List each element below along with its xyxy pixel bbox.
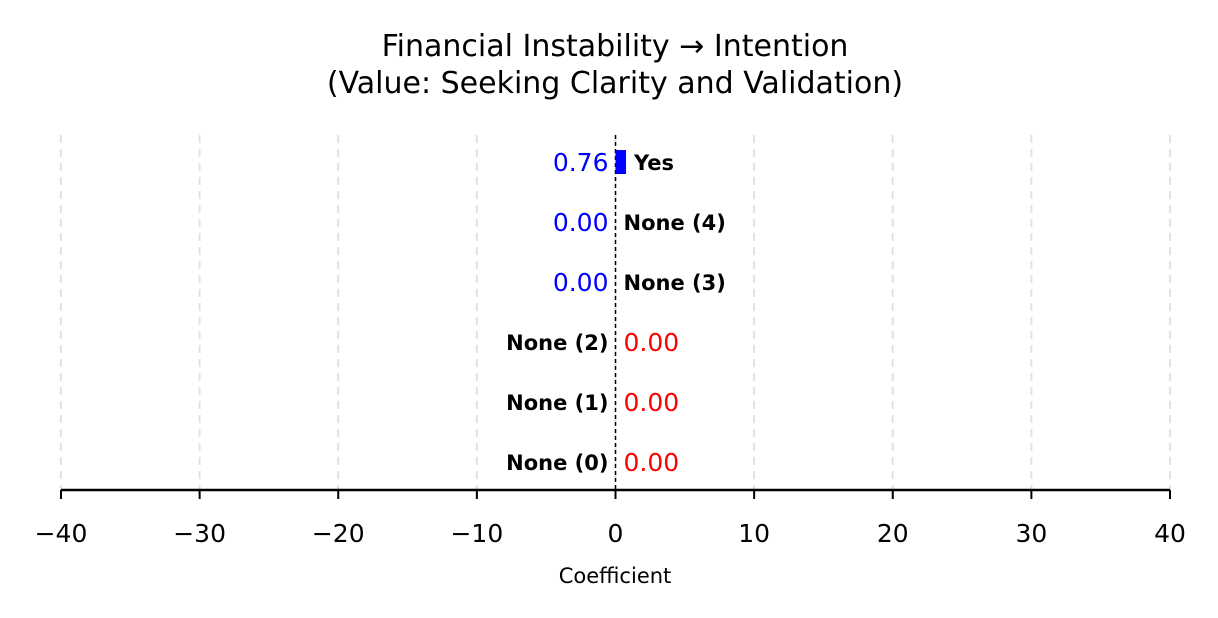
bar bbox=[615, 150, 627, 174]
chart-title: Financial Instability → Intention bbox=[382, 29, 849, 64]
x-tick-label: −30 bbox=[173, 519, 226, 548]
bar-labels: Yes 0.76 None (4) 0.00 None (3) 0.00 None (2) 0… bbox=[506, 148, 726, 477]
value-label: 0.00 bbox=[553, 268, 609, 297]
value-label: 0.00 bbox=[624, 388, 680, 417]
x-axis-ticks: −40 −30 −20 −10 0 10 20 30 40 bbox=[35, 490, 1186, 548]
x-tick-label: 10 bbox=[738, 519, 770, 548]
category-label: Yes bbox=[633, 151, 674, 175]
value-label: 0.00 bbox=[553, 208, 609, 237]
value-label: 0.00 bbox=[624, 448, 680, 477]
x-tick-label: 40 bbox=[1154, 519, 1186, 548]
x-tick-label: 20 bbox=[877, 519, 909, 548]
category-label: None (1) bbox=[506, 391, 608, 415]
x-axis-label: Coefficient bbox=[559, 564, 672, 588]
category-label: None (2) bbox=[506, 331, 608, 355]
x-tick-label: −40 bbox=[35, 519, 88, 548]
chart-subtitle: (Value: Seeking Clarity and Validation) bbox=[327, 66, 903, 101]
value-label: 0.76 bbox=[553, 148, 609, 177]
category-label: None (0) bbox=[506, 451, 608, 475]
x-tick-label: −10 bbox=[450, 519, 503, 548]
x-tick-label: 30 bbox=[1015, 519, 1047, 548]
x-tick-label: 0 bbox=[608, 519, 624, 548]
category-label: None (4) bbox=[624, 211, 726, 235]
value-label: 0.00 bbox=[624, 328, 680, 357]
bars bbox=[615, 150, 627, 174]
x-tick-label: −20 bbox=[312, 519, 365, 548]
category-label: None (3) bbox=[624, 271, 726, 295]
